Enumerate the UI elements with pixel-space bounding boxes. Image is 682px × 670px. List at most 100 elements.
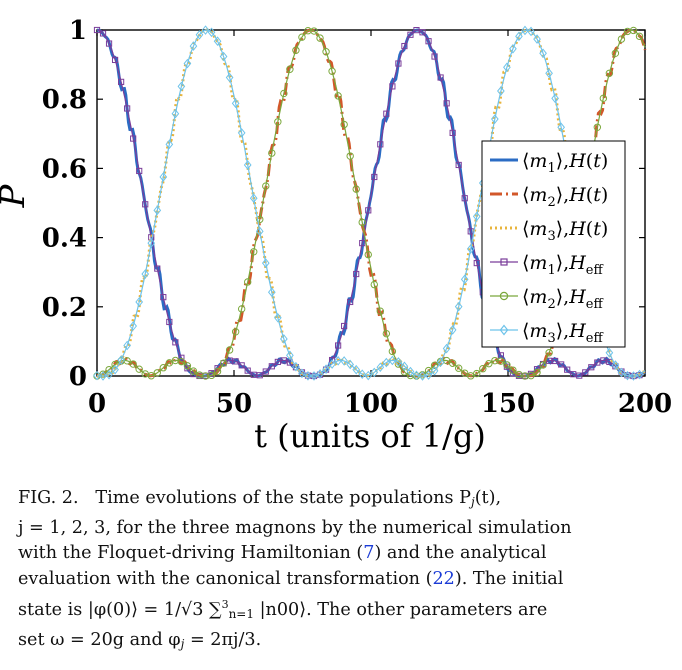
data-point — [551, 93, 559, 104]
data-point — [442, 343, 451, 354]
caption-line-4: evaluation with the canonical transforma… — [18, 567, 666, 593]
equation-reference-link[interactable]: 7 — [363, 543, 375, 563]
data-point — [123, 340, 131, 351]
data-point — [232, 358, 239, 365]
x-tick-label: 100 — [344, 389, 398, 419]
data-point — [383, 110, 390, 117]
data-point — [117, 355, 125, 365]
legend-box — [481, 140, 626, 348]
data-point — [346, 359, 355, 370]
data-point — [443, 100, 450, 107]
data-point — [286, 65, 294, 73]
data-point — [365, 207, 372, 214]
data-point — [371, 173, 378, 181]
data-point — [557, 122, 565, 133]
data-point — [105, 369, 113, 380]
data-point — [93, 370, 101, 381]
data-point — [244, 367, 251, 374]
data-point — [460, 274, 469, 285]
data-point — [455, 161, 462, 169]
caption-text: |n00⟩. The other parameters are — [253, 600, 548, 620]
data-point — [515, 31, 523, 42]
data-point — [594, 359, 601, 366]
data-point — [388, 355, 397, 366]
data-point — [129, 360, 137, 368]
data-point — [353, 270, 360, 278]
caption-text: ). The initial — [454, 568, 564, 589]
data-point — [268, 363, 275, 370]
data-point — [347, 298, 354, 306]
data-point — [358, 369, 367, 380]
caption-line-6: set ω = 20g and φj = 2πj/3. — [18, 628, 666, 658]
data-point — [401, 42, 408, 50]
data-point — [395, 60, 402, 67]
equation-reference-link[interactable]: 22 — [432, 568, 455, 589]
data-point — [124, 105, 131, 112]
caption-text: (t), — [474, 488, 502, 508]
data-point — [340, 356, 348, 366]
caption-line-2: j = 1, 2, 3, for the three magnons by th… — [18, 517, 572, 538]
data-point — [376, 307, 385, 315]
data-point — [273, 312, 282, 323]
data-point — [473, 259, 480, 267]
data-point — [472, 211, 481, 222]
data-point — [256, 372, 263, 379]
series-line — [96, 28, 646, 378]
series-3 — [96, 28, 646, 378]
data-point — [130, 135, 137, 142]
data-point — [400, 361, 409, 372]
data-point — [111, 364, 119, 375]
caption-subscript: j — [470, 495, 475, 509]
legend-label: ⟨m3⟩,H(t) — [522, 218, 608, 244]
data-point — [611, 49, 620, 57]
legend-label: ⟨m2⟩,H(t) — [522, 184, 608, 210]
data-point — [364, 370, 373, 381]
data-point — [195, 29, 204, 40]
data-point — [292, 46, 300, 54]
data-point — [382, 357, 391, 368]
data-point — [430, 361, 439, 370]
data-point — [533, 34, 541, 44]
data-point — [497, 357, 505, 365]
data-point — [454, 364, 463, 372]
y-tick-label: 1 — [69, 16, 87, 46]
data-point — [220, 360, 227, 367]
data-point — [377, 141, 384, 148]
data-point — [280, 89, 288, 98]
data-point — [207, 371, 216, 380]
data-point — [99, 371, 107, 381]
data-point — [231, 98, 240, 109]
data-point — [407, 31, 414, 38]
data-point — [424, 370, 433, 380]
data-point — [298, 33, 306, 41]
data-point — [570, 371, 577, 378]
data-point — [359, 240, 366, 247]
data-point — [135, 365, 143, 373]
data-point — [418, 371, 427, 381]
data-point — [310, 371, 318, 381]
data-point — [213, 367, 222, 376]
caption-line-1: FIG. 2. Time evolutions of the state pop… — [18, 486, 666, 516]
data-point — [310, 27, 318, 35]
data-point — [171, 108, 180, 119]
y-tick-label: 0.2 — [42, 293, 87, 323]
data-point — [413, 27, 420, 34]
data-point — [322, 364, 330, 374]
data-point — [454, 301, 463, 312]
legend-marker — [499, 291, 509, 301]
data-point — [473, 369, 481, 378]
data-point — [629, 26, 638, 35]
data-point — [111, 56, 119, 64]
y-tick-label: 0 — [69, 362, 87, 392]
data-point — [118, 78, 125, 85]
data-point — [545, 68, 553, 79]
data-point — [292, 361, 300, 372]
data-point — [201, 25, 210, 35]
legend-label: ⟨m1⟩,H(t) — [522, 150, 608, 176]
data-point — [243, 160, 252, 170]
data-point — [328, 359, 336, 369]
data-point — [582, 369, 589, 376]
data-point — [503, 62, 511, 73]
data-point — [250, 248, 258, 256]
data-point — [593, 123, 602, 131]
